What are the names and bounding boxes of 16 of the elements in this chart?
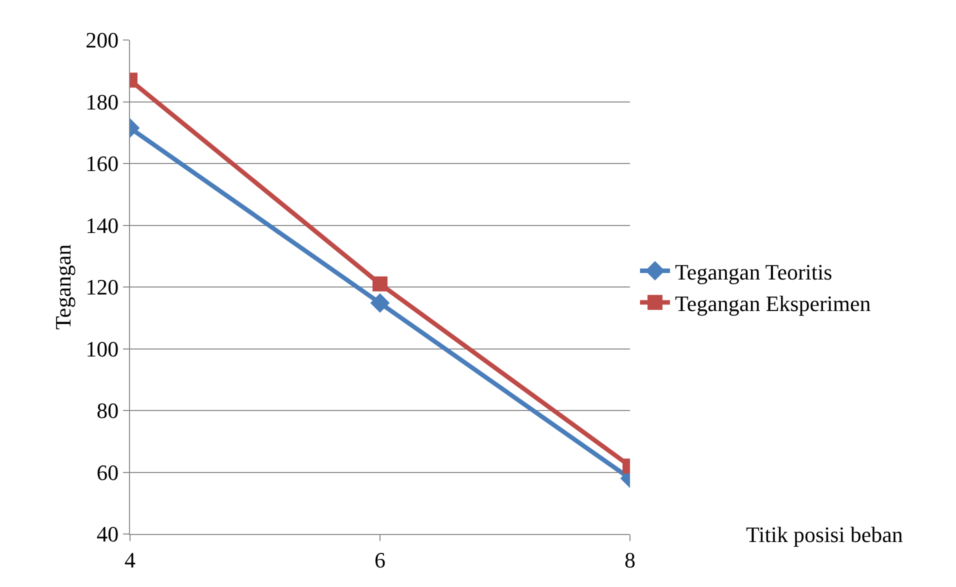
x-tick-label: 6 [374, 547, 386, 572]
y-tick-label: 200 [86, 28, 119, 53]
y-tick-label: 80 [96, 398, 119, 424]
y-tick-label: 140 [86, 212, 119, 238]
y-tick-label: 160 [86, 151, 119, 176]
x-tick-label: 4 [124, 547, 136, 572]
text: Titik posisi beban [746, 522, 903, 547]
y-tick-label: 100 [86, 336, 119, 362]
y-tick-label: 40 [96, 522, 119, 547]
legend-label: Tegangan Eksperimen [675, 290, 871, 316]
y-tick-label: 60 [96, 460, 119, 485]
y-tick-label: 180 [86, 89, 119, 114]
legend-label: Tegangan Teoritis [675, 259, 832, 284]
y-tick-label: 120 [86, 274, 119, 300]
y-axis-title: Tegangan [50, 244, 76, 330]
x-tick-label: 8 [624, 547, 636, 572]
